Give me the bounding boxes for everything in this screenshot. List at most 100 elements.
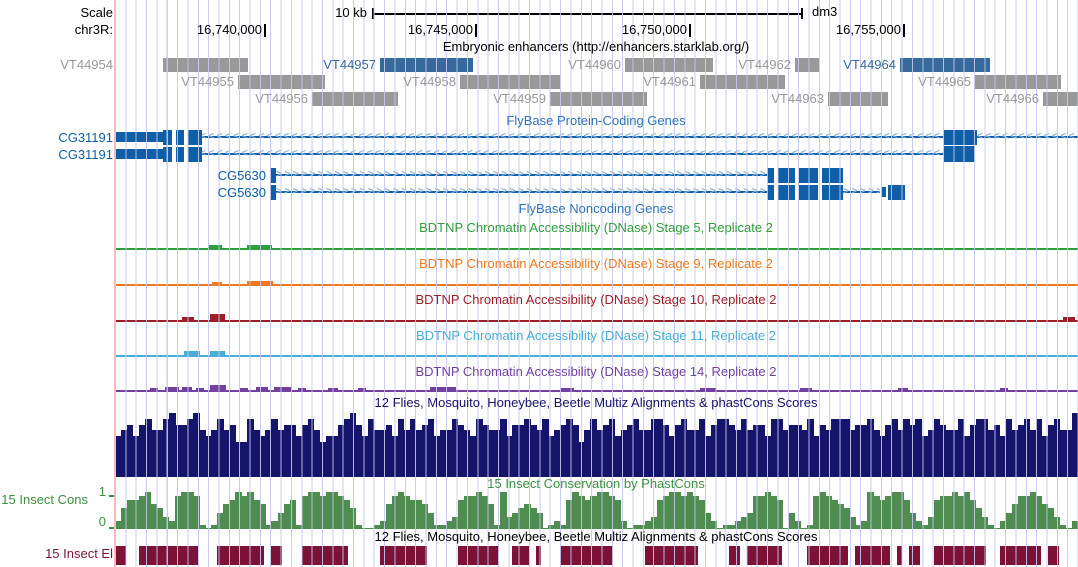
gene-exon[interactable] — [163, 129, 172, 145]
insect-element-block[interactable] — [139, 546, 198, 565]
enhancer-box[interactable] — [460, 75, 560, 89]
bdtnp-signal-bump — [560, 388, 574, 390]
insect-element-block[interactable] — [536, 546, 542, 565]
enhancer-label: VT44962 — [738, 57, 791, 72]
gene-exon[interactable] — [176, 129, 184, 145]
enhancer-box[interactable] — [1043, 92, 1078, 106]
conservation-ymax-tick — [109, 495, 116, 497]
ruler-tick-mark — [264, 24, 266, 37]
bdtnp-signal-bump — [182, 387, 192, 390]
insect-element-block[interactable] — [301, 546, 349, 565]
enhancer-box[interactable] — [975, 75, 1061, 89]
bdtnp-signal-bump — [184, 351, 200, 355]
bdtnp-track-title[interactable]: BDTNP Chromatin Accessibility (DNase) St… — [415, 328, 777, 343]
enhancer-box[interactable] — [312, 92, 398, 106]
enhancer-box[interactable] — [238, 75, 325, 89]
insect-element-block[interactable] — [897, 546, 903, 565]
insect-element-block[interactable] — [115, 546, 126, 565]
insect-element-block[interactable] — [746, 546, 782, 565]
gene-label: CG31191 — [58, 129, 113, 145]
insect-element-block[interactable] — [217, 546, 265, 565]
conservation-ymin-tick — [109, 527, 116, 529]
gene-exon[interactable] — [822, 184, 843, 200]
bdtnp-track-title[interactable]: BDTNP Chromatin Accessibility (DNase) St… — [419, 220, 773, 235]
bdtnp-baseline — [115, 355, 1078, 357]
gene-exon[interactable] — [270, 167, 276, 183]
insect-element-block[interactable] — [933, 546, 987, 565]
bdtnp-signal-bump — [358, 388, 366, 390]
bdtnp-baseline — [115, 390, 1078, 392]
gene-exon[interactable] — [778, 184, 795, 200]
chromosome-label: chr3R: — [74, 22, 113, 37]
gene-intron-arrows: >>>>>>>>>>>>>>>>>>>>>>>>>>>>>>>>>>>>>>>>… — [276, 169, 767, 180]
gene-exon[interactable] — [163, 146, 172, 162]
conservation-ymin-label: 0 — [98, 514, 106, 529]
enhancer-label: VT44956 — [255, 91, 308, 106]
insect-element-block[interactable] — [855, 546, 891, 565]
insect-element-block[interactable] — [458, 546, 499, 565]
gene-exon[interactable] — [881, 187, 886, 197]
gene-exon[interactable] — [778, 167, 795, 183]
enhancer-box[interactable] — [625, 58, 713, 72]
enhancer-box[interactable] — [828, 92, 888, 106]
bdtnp-signal-bump — [182, 317, 194, 320]
enhancer-label: VT44966 — [986, 91, 1039, 106]
insect-element-block[interactable] — [1047, 546, 1059, 565]
gene-label: CG31191 — [58, 146, 113, 162]
insect-element-block[interactable] — [909, 546, 921, 565]
gene-exon[interactable] — [188, 146, 202, 162]
bdtnp-signal-bump — [247, 281, 273, 284]
bdtnp-signal-bump — [1063, 317, 1075, 320]
enhancer-box[interactable] — [700, 75, 785, 89]
gene-exon[interactable] — [799, 184, 818, 200]
noncoding-genes-track-title[interactable]: FlyBase Noncoding Genes — [518, 201, 674, 216]
enhancer-label: VT44959 — [493, 91, 546, 106]
enhancer-box[interactable] — [380, 58, 473, 72]
gene-exon[interactable] — [888, 184, 905, 200]
bdtnp-signal-bump — [212, 282, 222, 284]
enhancer-label: VT44957 — [323, 57, 376, 72]
gene-exon[interactable] — [944, 146, 975, 162]
gene-exon[interactable] — [176, 146, 184, 162]
enhancer-box[interactable] — [795, 58, 819, 72]
gene-exon[interactable] — [270, 184, 276, 200]
bdtnp-track-title[interactable]: BDTNP Chromatin Accessibility (DNase) St… — [415, 292, 777, 307]
insect-element-block[interactable] — [728, 546, 740, 565]
gene-intron-arrows: >>>>> — [843, 186, 880, 197]
insect-element-block[interactable] — [999, 546, 1041, 565]
enhancer-box[interactable] — [900, 58, 990, 72]
enhancer-label: VT44965 — [918, 74, 971, 89]
enhancer-box[interactable] — [163, 58, 248, 72]
ruler-tick-mark — [903, 24, 905, 37]
bdtnp-signal-bump — [298, 388, 306, 390]
multiz-track-title-2[interactable]: 12 Flies, Mosquito, Honeybee, Beetle Mul… — [374, 529, 818, 544]
bdtnp-track-title[interactable]: BDTNP Chromatin Accessibility (DNase) St… — [419, 256, 773, 271]
enhancer-label: VT44954 — [60, 57, 113, 72]
gene-exon[interactable] — [767, 167, 774, 183]
conservation-track-title[interactable]: 15 Insect Conservation by PhastCons — [487, 476, 705, 491]
gene-exon[interactable] — [767, 184, 774, 200]
ruler-tick-label: 16,740,000 — [196, 22, 262, 37]
insect-element-block[interactable] — [379, 546, 427, 565]
insect-element-block[interactable] — [644, 546, 698, 565]
bdtnp-track-title[interactable]: BDTNP Chromatin Accessibility (DNase) St… — [415, 364, 777, 379]
enhancer-label: VT44958 — [403, 74, 456, 89]
insect-element-block[interactable] — [807, 546, 848, 565]
multiz-track-title[interactable]: 12 Flies, Mosquito, Honeybee, Beetle Mul… — [374, 395, 818, 410]
gene-exon[interactable] — [822, 167, 843, 183]
coding-genes-track-title[interactable]: FlyBase Protein-Coding Genes — [506, 113, 686, 128]
enhancers-track-title[interactable]: Embryonic enhancers (http://enhancers.st… — [442, 39, 750, 54]
scale-value-label: 10 kb — [335, 5, 367, 20]
insect-element-block[interactable] — [271, 546, 283, 565]
bdtnp-baseline — [115, 248, 1078, 250]
gene-exon[interactable] — [944, 129, 977, 145]
gene-exon[interactable] — [116, 132, 163, 142]
insect-element-block[interactable] — [560, 546, 614, 565]
bdtnp-signal-bump — [196, 388, 204, 390]
gene-exon[interactable] — [799, 167, 818, 183]
insect-element-block[interactable] — [512, 546, 529, 565]
gene-exon[interactable] — [116, 149, 163, 159]
enhancer-box[interactable] — [550, 92, 647, 106]
gene-exon[interactable] — [188, 129, 202, 145]
